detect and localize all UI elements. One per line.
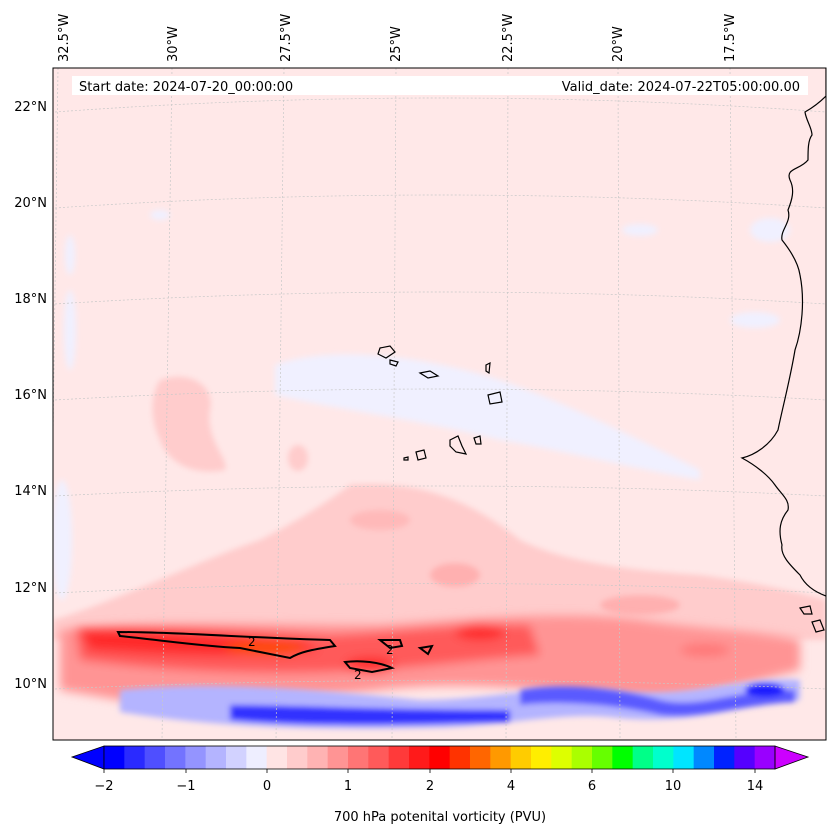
cbar-tick-label: 10 — [665, 779, 682, 794]
contour-label-3: 2 — [354, 668, 362, 682]
coastline — [377, 68, 826, 633]
colorbar-swatch — [388, 746, 410, 769]
cbar-tick-label: 2 — [426, 779, 434, 794]
colorbar-swatch — [754, 746, 776, 769]
colorbar-swatch — [144, 746, 166, 769]
lat-label-20n: 20°N — [14, 196, 47, 211]
colorbar-swatch — [348, 746, 369, 769]
lon-label-27-5w: 27.5°W — [279, 14, 294, 62]
lon-label-20w: 20°W — [611, 26, 626, 62]
colorbar-min-extension — [70, 745, 105, 770]
date-header-box — [72, 76, 808, 95]
longitude-labels: 32.5°W 30°W 27.5°W 25°W 22.5°W 20°W 17.5… — [57, 14, 738, 62]
colorbar-swatch — [592, 746, 613, 769]
latitude-labels: 22°N 20°N 18°N 16°N 14°N 12°N 10°N — [14, 100, 47, 692]
map-frame — [52, 67, 827, 741]
cbar-tick-label: 4 — [507, 779, 515, 794]
lon-label-17-5w: 17.5°W — [723, 14, 738, 62]
colorbar-swatch — [307, 746, 329, 769]
colorbar-swatch — [531, 746, 552, 769]
date-header: Start date: 2024-07-20_00:00:00 Valid_da… — [72, 76, 808, 95]
colorbar: −2 −1 0 1 2 4 6 10 14 700 hPa potenital … — [70, 745, 810, 825]
lon-label-30w: 30°W — [166, 26, 181, 62]
contour-label-2: 2 — [386, 643, 394, 657]
colorbar-swatch — [673, 746, 695, 769]
colorbar-swatch — [449, 746, 471, 769]
lat-label-14n: 14°N — [14, 484, 47, 499]
colorbar-label: 700 hPa potenital vorticity (PVU) — [334, 810, 546, 825]
colorbar-swatch — [327, 746, 349, 769]
lon-label-25w: 25°W — [389, 26, 404, 62]
colorbar-swatch — [490, 746, 512, 769]
lat-label-22n: 22°N — [14, 100, 47, 115]
colorbar-swatch — [368, 746, 390, 769]
graticule — [53, 68, 826, 740]
pv-2-contours — [116, 630, 434, 674]
colorbar-swatch — [124, 746, 146, 769]
colorbar-swatches — [104, 746, 776, 769]
colorbar-swatch — [104, 746, 125, 769]
cbar-tick-label: 6 — [588, 779, 596, 794]
lon-label-22-5w: 22.5°W — [501, 14, 516, 62]
colorbar-frame — [103, 745, 776, 770]
lon-label-32-5w: 32.5°W — [57, 14, 72, 62]
lat-label-18n: 18°N — [14, 292, 47, 307]
cbar-tick-label: −2 — [94, 779, 113, 794]
negative-pv-band — [120, 679, 800, 729]
colorbar-swatch — [409, 746, 430, 769]
colorbar-swatch — [246, 746, 268, 769]
valid-date-label: Valid_date: 2024-07-22T05:00:00.00 — [562, 80, 800, 95]
colorbar-ticks — [103, 769, 756, 773]
lat-label-12n: 12°N — [14, 581, 47, 596]
colorbar-swatch — [653, 746, 674, 769]
colorbar-swatch — [693, 746, 715, 769]
colorbar-swatch — [266, 746, 288, 769]
map-panel: 2 2 2 — [53, 68, 826, 740]
cbar-tick-label: −1 — [176, 779, 195, 794]
start-date-label: Start date: 2024-07-20_00:00:00 — [79, 80, 293, 95]
colorbar-swatch — [571, 746, 593, 769]
cbar-tick-label: 1 — [344, 779, 352, 794]
colorbar-swatch — [429, 746, 451, 769]
positive-pv-light-patches — [53, 376, 826, 640]
colorbar-swatch — [205, 746, 227, 769]
colorbar-swatch — [470, 746, 491, 769]
colorbar-swatch — [632, 746, 654, 769]
colorbar-swatch — [714, 746, 735, 769]
colorbar-swatch — [165, 746, 186, 769]
colorbar-swatch — [185, 746, 207, 769]
negative-pv-light-regions — [53, 210, 790, 605]
cbar-tick-label: 14 — [747, 779, 764, 794]
colorbar-swatch — [287, 746, 308, 769]
lat-label-10n: 10°N — [14, 677, 47, 692]
colorbar-max-extension — [774, 745, 810, 770]
contour-label-1: 2 — [248, 635, 256, 649]
colorbar-swatch — [734, 746, 756, 769]
cbar-tick-label: 0 — [263, 779, 271, 794]
pv-contour-labels: 2 2 2 — [248, 635, 394, 682]
lat-label-16n: 16°N — [14, 388, 47, 403]
colorbar-swatch — [612, 746, 634, 769]
colorbar-swatch — [226, 746, 247, 769]
colorbar-swatch — [510, 746, 532, 769]
colorbar-swatch — [551, 746, 573, 769]
colorbar-tick-labels: −2 −1 0 1 2 4 6 10 14 — [94, 779, 763, 794]
